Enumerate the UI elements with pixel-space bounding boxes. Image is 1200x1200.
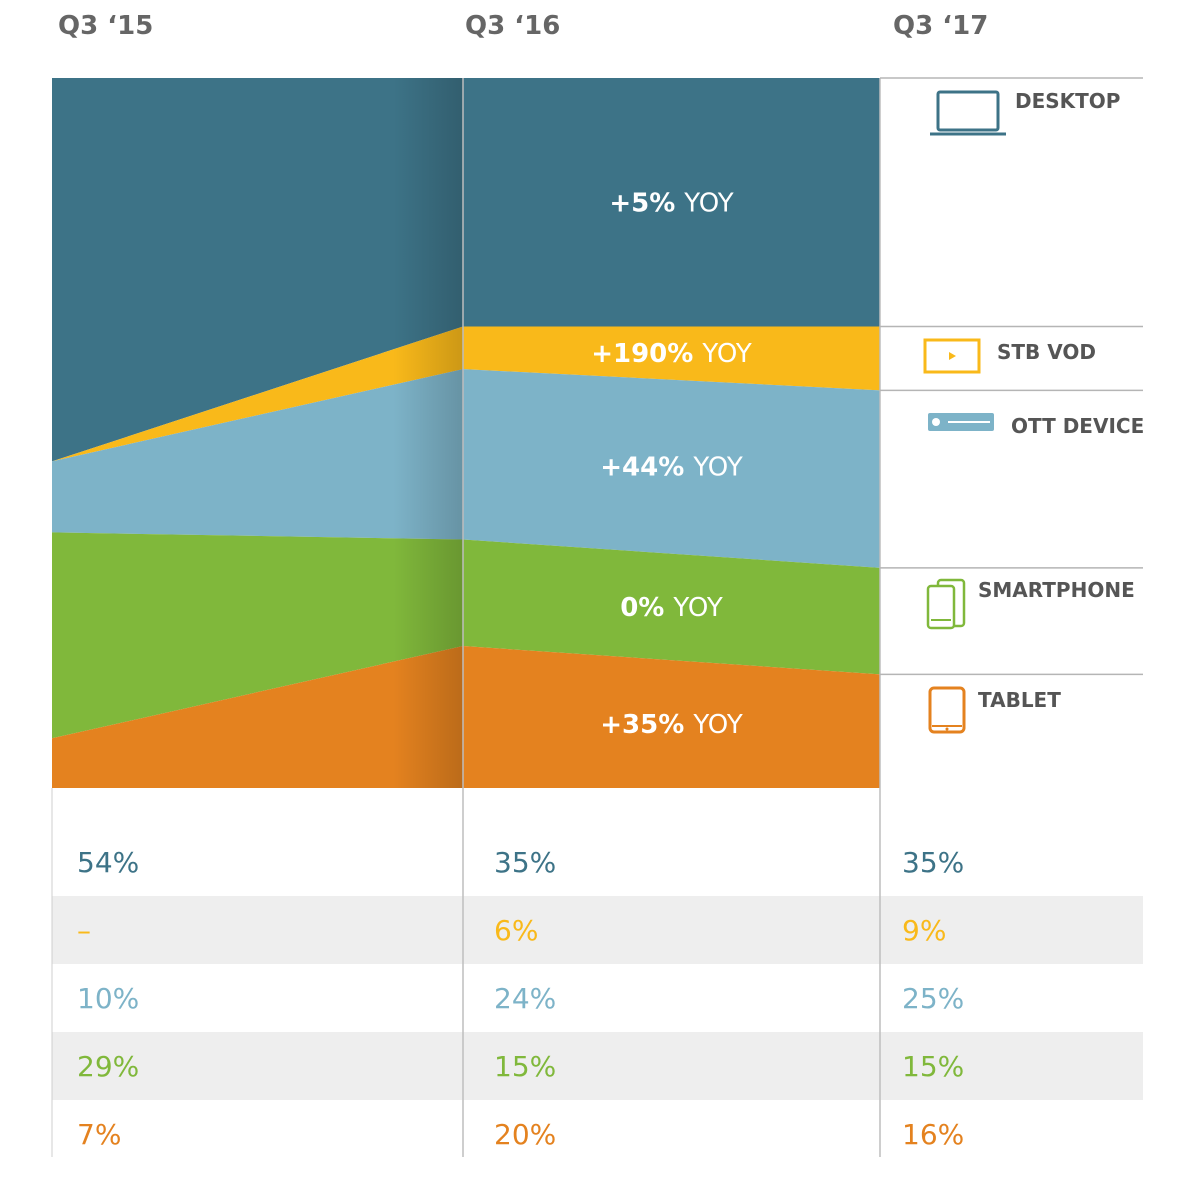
smartphone-icon (926, 578, 966, 630)
table-cell-value: 35% (494, 846, 556, 879)
table-row-stripe (52, 896, 1143, 964)
table-cell-value: – (77, 914, 91, 947)
legend-label: DESKTOP (1015, 89, 1120, 113)
desktop-icon (930, 90, 1006, 136)
legend-label: SMARTPHONE (978, 578, 1135, 602)
table-cell-value: 29% (77, 1050, 139, 1083)
yoy-label: +44% YOY (600, 453, 743, 483)
legend-label: OTT DEVICE (1011, 414, 1144, 438)
area-band-desktop (52, 78, 463, 462)
stb-vod-icon (923, 338, 981, 374)
yoy-label: +35% YOY (600, 710, 743, 740)
area-band-smartphone (463, 539, 880, 675)
area-band-desktop (463, 78, 880, 327)
period-label: Q3 ‘16 (465, 11, 560, 41)
table-cell-value: 35% (902, 846, 964, 879)
legend-label: STB VOD (997, 340, 1096, 364)
yoy-label: 0% YOY (620, 593, 723, 623)
area-band-stb-vod (463, 326, 880, 391)
table-cell-value: 25% (902, 982, 964, 1015)
table-cell-value: 20% (494, 1118, 556, 1151)
table-row-stripe (52, 1032, 1143, 1100)
legend-label: TABLET (978, 688, 1061, 712)
area-band-smartphone (52, 532, 463, 739)
area-band-stb-vod (52, 326, 463, 462)
area-band-ott-device (52, 369, 463, 540)
table-cell-value: 15% (902, 1050, 964, 1083)
table-cell-value: 54% (77, 846, 139, 879)
table-cell-value: 9% (902, 914, 946, 947)
period-label: Q3 ‘17 (893, 11, 988, 41)
table-cell-value: 24% (494, 982, 556, 1015)
area-band-tablet (52, 646, 463, 788)
table-cell-value: 16% (902, 1118, 964, 1151)
table-cell-value: 10% (77, 982, 139, 1015)
table-cell-value: 6% (494, 914, 538, 947)
fold-shadow (393, 78, 463, 788)
tablet-icon (928, 686, 966, 734)
table-cell-value: 15% (494, 1050, 556, 1083)
area-band-ott-device (463, 369, 880, 568)
period-label: Q3 ‘15 (58, 11, 153, 41)
ott-device-icon (928, 413, 994, 431)
yoy-label: +190% YOY (591, 339, 752, 369)
table-cell-value: 7% (77, 1118, 121, 1151)
area-band-tablet (463, 646, 880, 788)
yoy-label: +5% YOY (609, 188, 733, 218)
